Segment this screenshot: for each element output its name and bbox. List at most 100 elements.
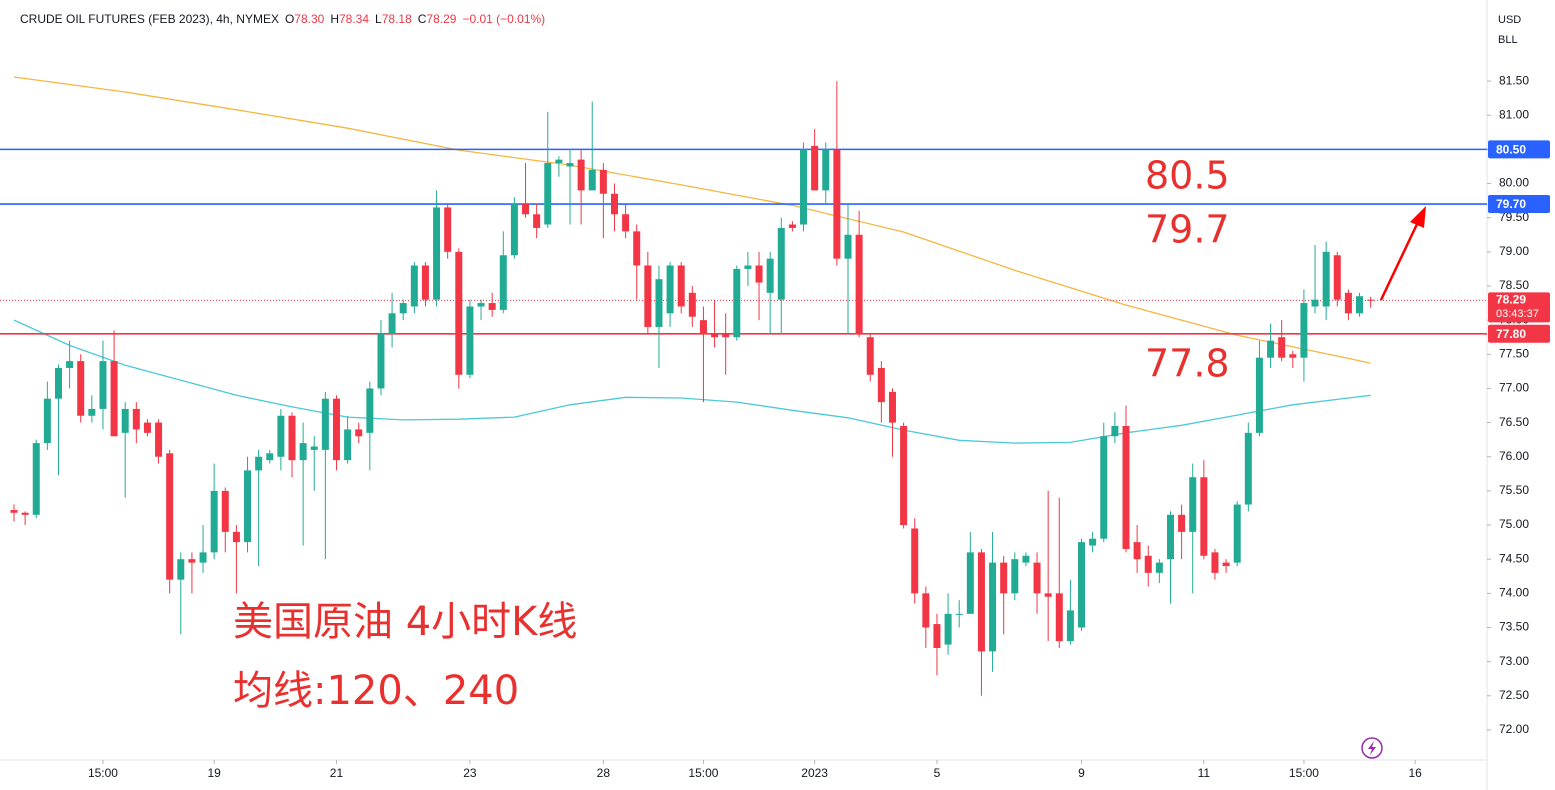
- arrow: [1379, 206, 1426, 301]
- candle-body: [66, 361, 74, 368]
- x-tick-label: 9: [1078, 766, 1085, 780]
- candle-body: [522, 204, 530, 215]
- candle-body: [777, 227, 785, 300]
- y-tick-label: 81.50: [1499, 73, 1529, 87]
- candle-body: [877, 367, 885, 403]
- candle-body: [1255, 357, 1263, 433]
- candle-body: [566, 163, 574, 167]
- x-tick-label: 2023: [801, 766, 828, 780]
- candle-body: [143, 422, 151, 433]
- candle-body: [388, 313, 396, 334]
- candle-body: [533, 214, 541, 228]
- candle-body: [188, 559, 196, 563]
- candle-body: [1155, 562, 1163, 573]
- candle-body: [866, 337, 874, 375]
- candle-body: [266, 453, 274, 461]
- candle-body: [377, 333, 385, 389]
- candle-body: [677, 265, 685, 307]
- candle-body: [466, 306, 474, 375]
- ohlc-key: L: [375, 12, 382, 26]
- candle-body: [733, 268, 741, 338]
- candle-body: [855, 234, 863, 334]
- note: 均线:120、240: [233, 668, 519, 714]
- y-tick-label: 77.00: [1499, 381, 1529, 395]
- candle-body: [833, 149, 841, 259]
- candle-body: [221, 490, 229, 532]
- candle-body: [900, 426, 908, 526]
- candle-body: [10, 510, 18, 513]
- x-tick-label: 21: [330, 766, 344, 780]
- ohlc-value: 78.30: [294, 12, 324, 26]
- ohlc-value: 78.18: [382, 12, 412, 26]
- candle-body: [1211, 552, 1219, 573]
- x-tick-label: 16: [1408, 766, 1422, 780]
- candle-body: [722, 333, 730, 338]
- level-label: 79.70: [1496, 197, 1526, 211]
- candle-body: [499, 255, 507, 310]
- candle-body: [455, 251, 463, 375]
- candle-body: [88, 408, 96, 416]
- candle-body: [1367, 299, 1375, 301]
- candle-body: [1344, 292, 1352, 314]
- x-tick-label: 23: [463, 766, 477, 780]
- ohlc-value: 78.34: [339, 12, 369, 26]
- candle-body: [610, 193, 618, 215]
- candle-body: [766, 258, 774, 293]
- annotation: 77.8: [1145, 342, 1230, 386]
- candle-body: [255, 456, 263, 471]
- candle-body: [21, 512, 29, 515]
- candle-body: [177, 559, 185, 580]
- candle-body: [332, 398, 340, 461]
- level-tag: [1488, 195, 1550, 214]
- ohlc-key: O: [285, 12, 294, 26]
- candle-body: [599, 169, 607, 194]
- level-tag: [1488, 324, 1550, 343]
- candle-body: [1233, 504, 1241, 563]
- candle-body: [911, 528, 919, 594]
- candle-body: [955, 613, 963, 615]
- y-tick-label: 78.50: [1499, 278, 1529, 292]
- candle-body: [944, 613, 952, 645]
- x-tick-label: 15:00: [1289, 766, 1319, 780]
- candle-body: [688, 292, 696, 317]
- ohlc-key: H: [330, 12, 339, 26]
- candle-body: [199, 552, 207, 563]
- candle-body: [655, 279, 663, 327]
- ohlc-key: C: [418, 12, 427, 26]
- candle-body: [1322, 251, 1330, 307]
- candle-body: [399, 303, 407, 314]
- lightning-icon[interactable]: [1361, 737, 1383, 759]
- candle-body: [366, 388, 374, 433]
- candle-body: [1000, 562, 1008, 594]
- candle-body: [210, 490, 218, 553]
- x-tick-label: 28: [597, 766, 611, 780]
- y-tick-label: 73.50: [1499, 620, 1529, 634]
- candle-body: [510, 204, 518, 256]
- candle-body: [989, 562, 997, 652]
- unit: BLL: [1498, 34, 1518, 46]
- candle-body: [633, 231, 641, 266]
- candle-body: [54, 367, 62, 399]
- candle-body: [711, 333, 719, 338]
- candle-body: [1244, 432, 1252, 505]
- annotation: 80.5: [1145, 154, 1230, 198]
- candle-body: [1144, 555, 1152, 573]
- candle-body: [1333, 255, 1341, 300]
- y-tick-label: 75.00: [1499, 517, 1529, 531]
- candle-body: [1100, 436, 1108, 539]
- candle-body: [544, 163, 552, 225]
- candle-body: [1178, 514, 1186, 532]
- candle-body: [744, 265, 752, 269]
- candle-body: [1022, 555, 1030, 563]
- y-tick-label: 74.50: [1499, 551, 1529, 565]
- y-tick-label: 74.00: [1499, 586, 1529, 600]
- candle-body: [477, 303, 485, 307]
- candle-body: [1122, 426, 1130, 549]
- candle-body: [755, 265, 763, 283]
- candle-body: [1111, 426, 1119, 437]
- candle-body: [232, 531, 240, 543]
- candle-body: [344, 429, 352, 461]
- x-tick-label: 19: [207, 766, 221, 780]
- candle-body: [1011, 559, 1019, 594]
